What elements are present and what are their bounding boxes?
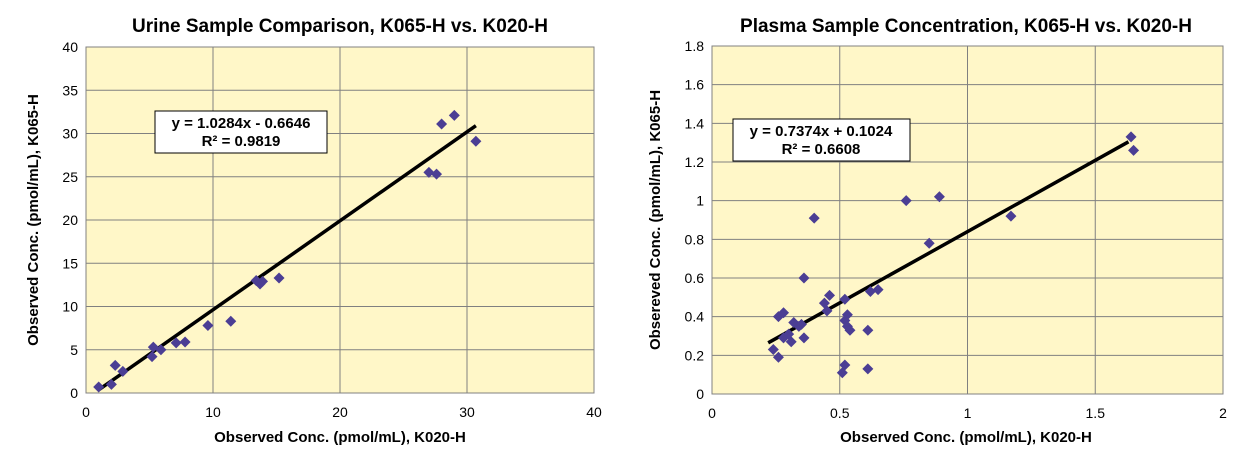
grid (711, 45, 1224, 395)
data-points (767, 131, 1140, 379)
tick-labels: 0 0.5 1 1.5 2 0 0.2 0.4 0.6 0.8 1 1.2 1.4 1.6 1.8 (685, 38, 1228, 421)
data-point (933, 191, 945, 203)
x-tick-label: 0.5 (830, 405, 850, 421)
chart-title: Plasma Sample Concentration, K065-H vs. … (740, 16, 1192, 37)
x-tick-label: 10 (205, 404, 221, 420)
y-tick-label: 15 (62, 255, 78, 271)
x-tick-label: 1 (964, 405, 972, 421)
chart-title: Urine Sample Comparison, K065-H vs. K020… (132, 16, 548, 37)
data-point (778, 307, 790, 319)
y-tick-label: 1.8 (685, 38, 705, 54)
x-tick-label: 0 (82, 404, 90, 420)
grid (85, 46, 595, 394)
data-point (923, 237, 935, 249)
data-point (225, 315, 237, 327)
y-tick-label: 0 (696, 386, 704, 402)
data-point (767, 344, 779, 356)
data-point (448, 109, 460, 121)
data-point (862, 324, 874, 336)
data-point (179, 336, 191, 348)
data-point (862, 363, 874, 375)
y-tick-label: 0.6 (685, 270, 705, 286)
y-tick-label: 1.4 (685, 115, 705, 131)
y-tick-label: 1.6 (685, 77, 705, 93)
data-point (841, 309, 853, 321)
data-point (839, 293, 851, 305)
data-point (824, 289, 836, 301)
r-squared: R² = 0.9819 (202, 133, 281, 150)
equation-box: y = 1.0284x - 0.6646 R² = 0.9819 (154, 110, 328, 154)
data-point (798, 272, 810, 284)
x-tick-label: 40 (586, 404, 602, 420)
trendline-equation: y = 0.7374x + 0.1024 (750, 123, 893, 140)
data-point (93, 381, 105, 393)
data-points (93, 109, 482, 393)
y-tick-label: 20 (62, 212, 78, 228)
urine-chart: Urine Sample Comparison, K065-H vs. K020… (25, 16, 602, 446)
data-point (146, 351, 158, 363)
tick-labels: 0 10 20 30 40 0 5 10 15 20 25 30 35 40 (62, 39, 602, 420)
data-point (470, 135, 482, 147)
y-axis-label: Obsereved Conc. (pmol/mL), K065-H (647, 90, 664, 350)
data-point (423, 166, 435, 178)
y-tick-label: 5 (70, 342, 78, 358)
data-point (105, 378, 117, 390)
y-tick-label: 1.2 (685, 154, 705, 170)
x-tick-label: 0 (708, 405, 716, 421)
data-point (795, 318, 807, 330)
data-point (109, 359, 121, 371)
y-tick-label: 35 (62, 82, 78, 98)
data-point (257, 275, 269, 287)
equation-box: y = 0.7374x + 0.1024 R² = 0.6608 (732, 118, 911, 162)
y-axis-label: Observed Conc. (pmol/mL), K065-H (25, 94, 42, 346)
x-tick-label: 20 (332, 404, 348, 420)
y-tick-label: 25 (62, 169, 78, 185)
y-tick-label: 0.8 (685, 231, 705, 247)
data-point (1005, 210, 1017, 222)
data-point (821, 305, 833, 317)
data-point (155, 344, 167, 356)
data-point (872, 284, 884, 296)
data-point (1128, 144, 1140, 156)
plasma-chart: Plasma Sample Concentration, K065-H vs. … (647, 16, 1227, 446)
data-point (273, 272, 285, 284)
data-point (839, 359, 851, 371)
data-point (436, 118, 448, 130)
y-tick-label: 40 (62, 39, 78, 55)
trendline-equation: y = 1.0284x - 0.6646 (172, 115, 311, 132)
x-axis-label: Observed Conc. (pmol/mL), K020-H (840, 429, 1092, 446)
x-tick-label: 2 (1219, 405, 1227, 421)
y-tick-label: 30 (62, 126, 78, 142)
data-point (170, 337, 182, 349)
data-point (1125, 131, 1137, 143)
data-point (900, 195, 912, 207)
data-point (202, 320, 214, 332)
y-tick-label: 0.4 (685, 309, 705, 325)
data-point (772, 351, 784, 363)
y-tick-label: 0.2 (685, 347, 705, 363)
x-tick-label: 1.5 (1086, 405, 1106, 421)
data-point (785, 336, 797, 348)
data-point (844, 324, 856, 336)
y-tick-label: 10 (62, 299, 78, 315)
data-point (808, 212, 820, 224)
r-squared: R² = 0.6608 (782, 141, 861, 158)
data-point (798, 332, 810, 344)
data-point (117, 365, 129, 377)
data-point (431, 168, 443, 180)
data-point (864, 286, 876, 298)
x-tick-label: 30 (459, 404, 475, 420)
x-axis-label: Observed Conc. (pmol/mL), K020-H (214, 429, 466, 446)
y-tick-label: 0 (70, 385, 78, 401)
y-tick-label: 1 (696, 193, 704, 209)
